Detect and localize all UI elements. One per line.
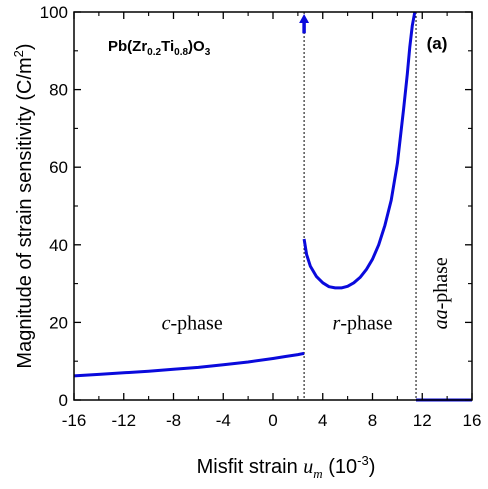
panel-label: (a)	[427, 34, 448, 53]
y-tick-label: 80	[49, 81, 68, 100]
x-tick-label: -16	[62, 411, 87, 430]
series-line-c-phase	[73, 351, 305, 378]
y-tick-label: 60	[49, 158, 68, 177]
x-axis-label: Misfit strain um (10-3)	[197, 453, 376, 481]
x-tick-label: -12	[111, 411, 136, 430]
x-tick-label: 8	[368, 411, 377, 430]
x-tick-label: 16	[463, 411, 482, 430]
x-tick-label: -8	[166, 411, 181, 430]
series-line-r-phase	[302, 11, 417, 290]
phase-label-aa: aa-phase	[430, 257, 452, 329]
series-layer: c-phase r-phase aa-phase	[73, 11, 472, 402]
arrow-head	[299, 13, 310, 23]
x-tick-label: 0	[268, 411, 277, 430]
y-tick-label: 20	[49, 313, 68, 332]
y-tick-label: 40	[49, 236, 68, 255]
plot-frame	[73, 11, 473, 401]
y-tick-label: 100	[40, 3, 68, 22]
phase-label-c: c-phase	[162, 312, 223, 334]
x-tick-label: 4	[318, 411, 327, 430]
x-tick-label: 12	[413, 411, 432, 430]
phase-label-r: r-phase	[333, 312, 393, 334]
y-axis-label: Magnitude of strain sensitivity (C/m2)	[11, 43, 36, 368]
material-label: Pb(Zr0.2Ti0.8)O3	[108, 38, 211, 58]
axis-layer: -16 -12 -8 -4 0 4 8 12 16 0 20 40 60 80 100	[40, 3, 482, 430]
y-tick-label: 0	[59, 391, 68, 410]
x-tick-label: -4	[216, 411, 231, 430]
